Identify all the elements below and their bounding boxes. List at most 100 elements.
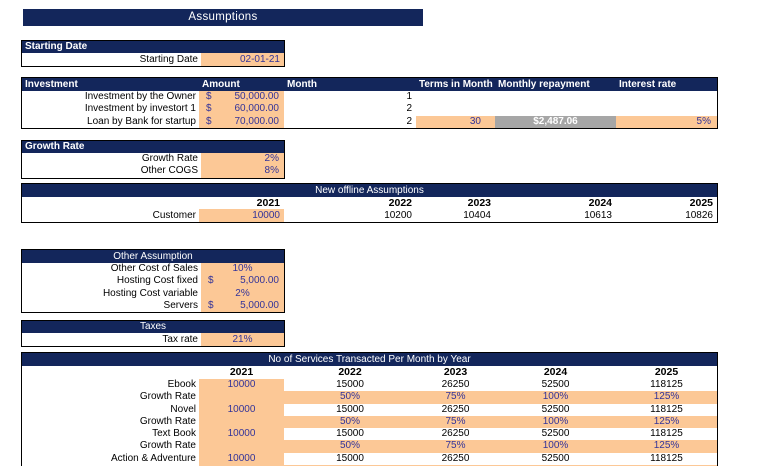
- growth-rate-section: Growth Rate Growth Rate 2% Other COGS 8%: [21, 140, 285, 179]
- service-value-cell[interactable]: 52500: [541, 379, 570, 390]
- table-row: Investment by the Owner $50,000.00 1: [22, 91, 717, 104]
- service-value-cell[interactable]: 52500: [541, 452, 570, 464]
- terms-cell[interactable]: [416, 91, 495, 103]
- hosting-cost-fixed-value-cell[interactable]: $5,000.00: [201, 275, 284, 288]
- growth-value-cell[interactable]: 100%: [495, 391, 616, 404]
- growth-value-cell[interactable]: 75%: [416, 415, 495, 429]
- growth-value-cell[interactable]: 125%: [616, 415, 717, 429]
- service-value-cell[interactable]: 26250: [441, 428, 470, 440]
- year-header: 2023: [467, 197, 491, 209]
- service-value-cell[interactable]: 10000: [199, 452, 284, 466]
- year-header: 2021: [229, 366, 254, 378]
- investment-row-label: Investment by the Owner: [84, 91, 196, 102]
- servers-label: Servers: [163, 299, 198, 311]
- growth-value-cell[interactable]: 100%: [495, 440, 616, 453]
- growth-value-cell[interactable]: [199, 415, 284, 429]
- terms-cell[interactable]: 30: [416, 115, 495, 128]
- starting-date-value-cell[interactable]: 02-01-21: [201, 53, 284, 66]
- service-value-cell[interactable]: 26250: [441, 403, 470, 415]
- growth-value-cell[interactable]: [199, 391, 284, 404]
- amount-column-header: Amount: [202, 79, 240, 90]
- customer-value-cell[interactable]: 10613: [584, 210, 612, 222]
- year-header: 2024: [588, 197, 612, 209]
- other-assumption-section: Other Assumption Other Cost of Sales 10%…: [21, 249, 285, 314]
- year-header: 2023: [443, 366, 468, 378]
- growth-value-cell[interactable]: 125%: [616, 391, 717, 404]
- growth-value-cell[interactable]: 50%: [284, 391, 416, 404]
- tax-rate-value-cell[interactable]: 21%: [201, 333, 284, 346]
- month-cell[interactable]: 2: [406, 115, 412, 127]
- customer-value-cell[interactable]: 10000: [199, 209, 284, 223]
- amount-cell[interactable]: $50,000.00: [199, 91, 284, 104]
- table-row: Ebook 10000 15000 26250 52500 118125: [22, 379, 717, 392]
- tax-rate-label: Tax rate: [162, 334, 198, 345]
- growth-rate-row-label: Growth Rate: [139, 415, 196, 427]
- customer-value-cell[interactable]: 10826: [685, 210, 713, 222]
- service-value-cell[interactable]: 118125: [650, 379, 683, 390]
- repayment-cell[interactable]: [495, 103, 616, 115]
- growth-value-cell[interactable]: 75%: [416, 391, 495, 404]
- service-value-cell[interactable]: 15000: [336, 403, 364, 415]
- service-value-cell[interactable]: 118125: [650, 452, 683, 464]
- services-table-section: No of Services Transacted Per Month by Y…: [21, 352, 718, 466]
- service-value-cell[interactable]: 118125: [650, 403, 683, 415]
- service-value-cell[interactable]: 10000: [199, 379, 284, 392]
- service-value-cell[interactable]: 15000: [336, 379, 364, 390]
- year-header: 2025: [689, 197, 713, 209]
- growth-value-cell[interactable]: 50%: [284, 440, 416, 453]
- other-cogs-value-cell[interactable]: 8%: [201, 165, 284, 178]
- service-value-cell[interactable]: 26250: [441, 452, 470, 464]
- growth-value-cell[interactable]: 125%: [616, 440, 717, 453]
- other-assumption-header: Other Assumption: [22, 250, 284, 263]
- table-row: Customer 10000 10200 10404 10613 10826: [22, 209, 717, 223]
- growth-rate-row-label: Growth Rate: [139, 440, 196, 452]
- year-header: 2022: [388, 197, 412, 209]
- terms-cell[interactable]: [416, 103, 495, 115]
- table-row: Tax rate 21%: [22, 333, 284, 346]
- service-value-cell[interactable]: 10000: [199, 403, 284, 416]
- amount-value: 5,000.00: [240, 275, 279, 287]
- hosting-cost-variable-value-cell[interactable]: 2%: [201, 287, 284, 300]
- growth-value-cell[interactable]: [199, 440, 284, 453]
- growth-rate-row-label: Growth Rate: [139, 391, 196, 403]
- month-cell[interactable]: 1: [406, 91, 412, 102]
- interest-cell[interactable]: 5%: [616, 115, 717, 128]
- growth-rate-value-cell[interactable]: 2%: [201, 153, 284, 166]
- currency-symbol: $: [208, 299, 214, 311]
- starting-date-section: Starting Date Starting Date 02-01-21: [21, 40, 285, 67]
- service-value-cell[interactable]: 15000: [336, 428, 364, 440]
- other-cogs-label: Other COGS: [140, 165, 198, 177]
- year-header: 2022: [338, 366, 362, 378]
- service-value-cell[interactable]: 10000: [199, 428, 284, 441]
- growth-value-cell[interactable]: 100%: [495, 415, 616, 429]
- month-cell[interactable]: 2: [406, 103, 412, 115]
- other-cost-of-sales-value-cell[interactable]: 10%: [201, 263, 284, 276]
- servers-value-cell[interactable]: $5,000.00: [201, 299, 284, 313]
- customer-value-cell[interactable]: 10404: [463, 210, 491, 222]
- amount-cell[interactable]: $70,000.00: [199, 115, 284, 128]
- service-value-cell[interactable]: 118125: [650, 428, 683, 440]
- repayment-cell[interactable]: $2,487.06: [495, 115, 616, 128]
- growth-value-cell[interactable]: 75%: [416, 440, 495, 453]
- interest-cell[interactable]: [616, 103, 717, 115]
- growth-value-cell[interactable]: 50%: [284, 415, 416, 429]
- growth-rate-row: Growth Rate 50% 75% 100% 125%: [22, 440, 717, 453]
- investment-row-label: Loan by Bank for startup: [87, 115, 196, 127]
- taxes-section: Taxes Tax rate 21%: [21, 320, 285, 347]
- service-value-cell[interactable]: 52500: [541, 403, 570, 415]
- hosting-cost-fixed-label: Hosting Cost fixed: [116, 275, 198, 287]
- hosting-cost-variable-label: Hosting Cost variable: [102, 287, 198, 299]
- month-column-header: Month: [287, 79, 317, 90]
- customer-value-cell[interactable]: 10200: [384, 210, 412, 222]
- service-value-cell[interactable]: 26250: [441, 379, 470, 390]
- repayment-cell[interactable]: [495, 91, 616, 103]
- service-value-cell[interactable]: 52500: [541, 428, 570, 440]
- year-header: 2021: [256, 197, 280, 209]
- interest-cell[interactable]: [616, 91, 717, 103]
- table-row: Loan by Bank for startup $70,000.00 2 30…: [22, 115, 717, 128]
- table-row: Other COGS 8%: [22, 165, 284, 178]
- amount-value: 50,000.00: [234, 91, 280, 102]
- table-row: Servers $5,000.00: [22, 299, 284, 313]
- amount-cell[interactable]: $60,000.00: [199, 103, 284, 116]
- service-value-cell[interactable]: 15000: [336, 452, 364, 464]
